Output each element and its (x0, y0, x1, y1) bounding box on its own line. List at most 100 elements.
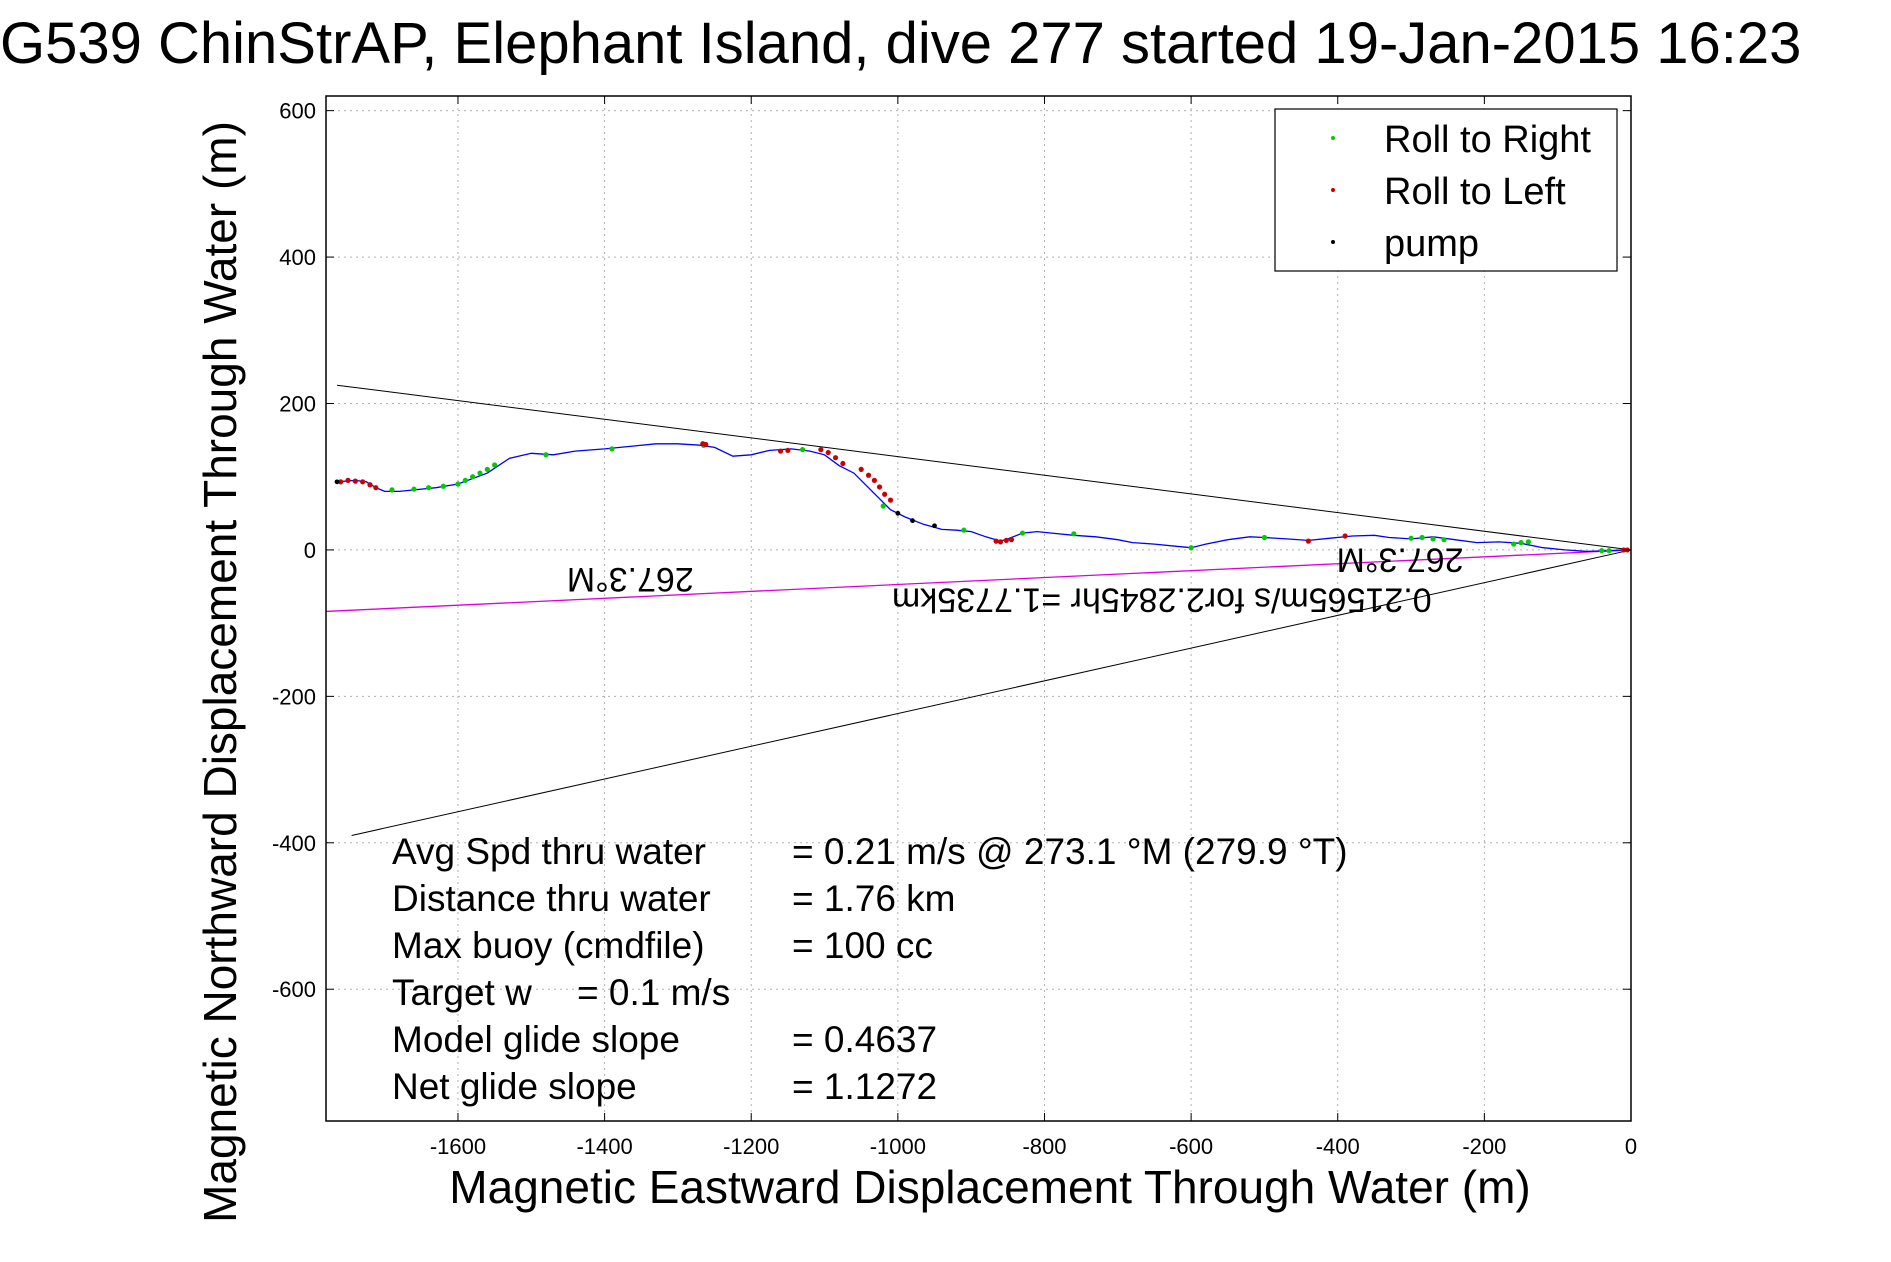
roll-right-point (411, 486, 417, 492)
stat-value: = 1.76 km (792, 878, 956, 919)
y-tick-label: 400 (279, 245, 316, 270)
roll-right-point (1408, 535, 1414, 541)
x-tick-label: -200 (1462, 1134, 1506, 1159)
roll-left-point (1003, 537, 1009, 544)
roll-right-point (477, 470, 483, 476)
stat-value: = 0.21 m/s @ 273.1 °M (279.9 °T) (792, 831, 1348, 872)
roll-right-point (484, 466, 490, 472)
envelope-line (351, 549, 1632, 836)
pump-point (910, 518, 915, 524)
legend-label-roll-right: Roll to Right (1384, 119, 1591, 161)
roll-left-point (367, 482, 373, 488)
roll-right-point (389, 487, 395, 493)
roll-right-point (492, 462, 498, 468)
roll-right-point (440, 483, 446, 489)
roll-right-point (799, 447, 806, 453)
roll-left-point (777, 448, 784, 454)
roll-left-point (1305, 538, 1312, 544)
roll-right-point (455, 481, 461, 487)
pump-point (334, 479, 340, 485)
roll-right-point (1019, 530, 1026, 536)
roll-left-point (840, 460, 846, 467)
roll-left-point (785, 447, 791, 453)
y-axis-title: Magnetic Northward Displacement Through … (194, 121, 246, 1223)
legend-label-roll-left: Roll to Left (1384, 171, 1566, 213)
stat-value: = 0.1 m/s (577, 972, 730, 1013)
roll-right-point (1525, 539, 1531, 545)
y-tick-label: 0 (304, 538, 316, 563)
roll-left-point (876, 484, 883, 490)
roll-left-point (338, 479, 344, 485)
roll-right-point (880, 503, 886, 509)
roll-left-point (373, 485, 379, 491)
x-tick-label: -600 (1169, 1134, 1213, 1159)
roll-left-point (1008, 537, 1015, 543)
x-axis-title: Magnetic Eastward Displacement Through W… (449, 1161, 1530, 1213)
roll-right-point (961, 527, 967, 533)
stat-label: Max buoy (cmdfile) (392, 925, 705, 966)
roll-left-point (352, 478, 358, 484)
y-tick-label: 600 (279, 99, 316, 124)
roll-left-point (360, 479, 366, 485)
roll-right-point (462, 477, 468, 483)
roll-left-point (997, 539, 1004, 545)
roll-left-point (832, 455, 839, 461)
heading-annotation: 267.3°M (1337, 540, 1464, 578)
heading-annotation: 0.21565m/s for2.2845hr =1.7735km (892, 581, 1432, 619)
roll-right-point (1430, 536, 1436, 542)
heading-line (325, 549, 1632, 613)
chart-title: G539 ChinStrAP, Elephant Island, dive 27… (0, 11, 1801, 76)
stats-block: Avg Spd thru water = 0.21 m/s @ 273.1 °M … (392, 831, 1348, 1107)
roll-left-point (887, 497, 894, 503)
x-tick-label: -800 (1022, 1134, 1066, 1159)
roll-right-point (1599, 548, 1605, 554)
track-layer (336, 443, 1631, 553)
roll-right-point (1441, 537, 1447, 543)
track-line (336, 443, 1631, 553)
y-tick-label: 200 (279, 392, 316, 417)
roll-right-point (543, 452, 549, 458)
stat-value: = 100 cc (792, 925, 933, 966)
stat-value: = 0.4637 (792, 1019, 937, 1060)
stat-label: Avg Spd thru water (392, 831, 706, 872)
stat-label: Model glide slope (392, 1019, 680, 1060)
x-tick-label: -1600 (430, 1134, 486, 1159)
x-tick-label: -1400 (576, 1134, 632, 1159)
plot-frame (325, 95, 1632, 1122)
roll-right-point (470, 474, 476, 480)
y-tick-label: -400 (272, 831, 316, 856)
roll-left-point (865, 472, 872, 478)
stat-label: Target w (392, 972, 532, 1013)
envelope-line (336, 384, 1632, 551)
roll-markers (334, 441, 1630, 554)
x-tick-label: -1200 (723, 1134, 779, 1159)
y-tick-label: -200 (272, 684, 316, 709)
roll-left-point (871, 477, 877, 483)
legend: Roll to Right Roll to Left pump (1274, 108, 1618, 272)
roll-right-point (1188, 545, 1194, 551)
roll-right-point (609, 446, 615, 452)
legend-marker-roll-right (1331, 136, 1335, 140)
x-tick-label: -400 (1316, 1134, 1360, 1159)
heading-annotation: 267.3°M (567, 560, 694, 598)
roll-left-point (825, 449, 831, 456)
roll-left-point (818, 447, 824, 453)
roll-left-point (703, 441, 709, 448)
roll-left-point (882, 491, 888, 497)
x-tick-label: -1000 (870, 1134, 926, 1159)
roll-left-point (858, 466, 864, 472)
pump-point (895, 510, 901, 516)
roll-left-point (1342, 533, 1348, 539)
roll-right-point (1071, 531, 1077, 537)
x-tick-label: 0 (1625, 1134, 1637, 1159)
roll-right-point (1261, 534, 1268, 541)
roll-right-point (1518, 540, 1524, 546)
axis-ticks: -1600 -1400 -1200 -1000 -800 -600 -400 -200 0 600… (272, 96, 1637, 1159)
stat-label: Net glide slope (392, 1066, 637, 1107)
pump-point (932, 523, 937, 529)
roll-right-point (1606, 548, 1612, 554)
reference-lines (325, 384, 1632, 836)
legend-label-pump: pump (1384, 223, 1479, 265)
